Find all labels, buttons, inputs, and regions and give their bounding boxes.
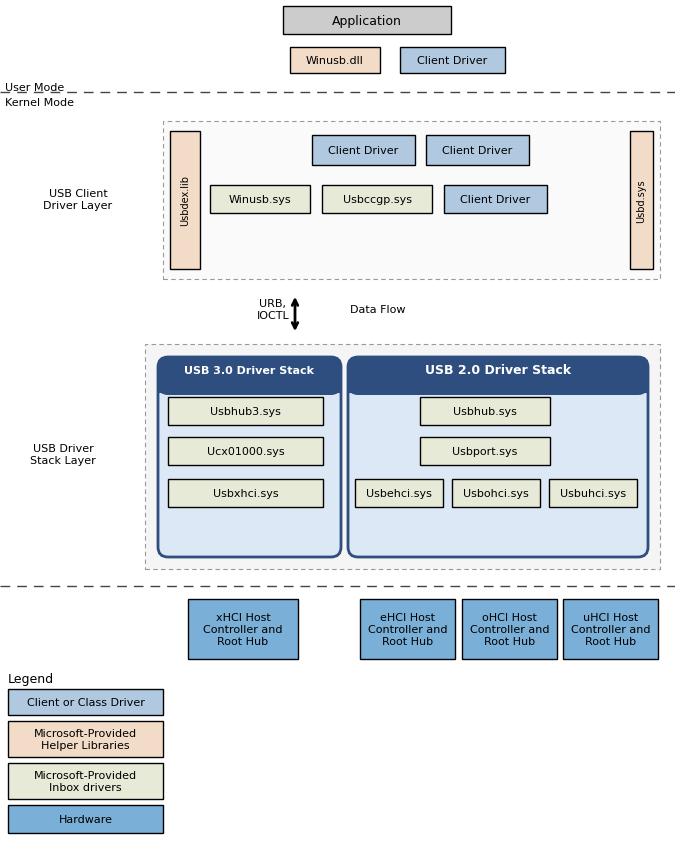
Bar (8, 763, 163, 799)
Text: Usbccgp.sys: Usbccgp.sys (342, 195, 412, 205)
Bar (158, 383, 341, 393)
FancyBboxPatch shape (348, 357, 648, 557)
FancyBboxPatch shape (158, 357, 341, 395)
Bar (8, 805, 163, 833)
Text: Microsoft-Provided
Helper Libraries: Microsoft-Provided Helper Libraries (34, 728, 137, 750)
Text: User Mode: User Mode (5, 83, 64, 93)
Bar (8, 722, 163, 757)
Text: USB 2.0 Driver Stack: USB 2.0 Driver Stack (425, 364, 571, 377)
Text: Legend: Legend (8, 672, 54, 685)
Text: Usbehci.sys: Usbehci.sys (366, 488, 432, 499)
Text: Usbuhci.sys: Usbuhci.sys (560, 488, 626, 499)
Text: Usbport.sys: Usbport.sys (452, 447, 518, 456)
Bar (290, 48, 380, 74)
Text: Usbd.sys: Usbd.sys (637, 179, 647, 222)
Text: Data Flow: Data Flow (350, 305, 406, 314)
Text: Hardware: Hardware (59, 814, 113, 824)
Text: USB Driver
Stack Layer: USB Driver Stack Layer (30, 443, 96, 465)
Text: Kernel Mode: Kernel Mode (5, 98, 74, 108)
Text: Client Driver: Client Driver (417, 56, 487, 66)
Bar (168, 480, 323, 507)
Text: Client Driver: Client Driver (328, 146, 399, 156)
Bar (355, 480, 443, 507)
Bar (145, 344, 660, 569)
Text: Client Driver: Client Driver (442, 146, 512, 156)
Text: oHCI Host
Controller and
Root Hub: oHCI Host Controller and Root Hub (470, 613, 549, 646)
Text: USB 3.0 Driver Stack: USB 3.0 Driver Stack (184, 366, 315, 375)
Bar (348, 383, 648, 393)
Text: Microsoft-Provided
Inbox drivers: Microsoft-Provided Inbox drivers (34, 771, 137, 792)
Bar (563, 599, 658, 660)
Text: eHCI Host
Controller and
Root Hub: eHCI Host Controller and Root Hub (368, 613, 448, 646)
FancyBboxPatch shape (158, 357, 341, 557)
Bar (168, 398, 323, 425)
Bar (312, 136, 415, 166)
Text: URB,
IOCTL: URB, IOCTL (256, 299, 290, 320)
Text: Client or Class Driver: Client or Class Driver (26, 697, 144, 707)
Text: uHCI Host
Controller and
Root Hub: uHCI Host Controller and Root Hub (571, 613, 650, 646)
Text: Winusb.sys: Winusb.sys (229, 195, 292, 205)
Bar (8, 689, 163, 715)
FancyBboxPatch shape (348, 357, 648, 395)
Bar (452, 480, 540, 507)
Text: Usbhub3.sys: Usbhub3.sys (210, 406, 281, 417)
Bar (420, 437, 550, 466)
Text: Usbohci.sys: Usbohci.sys (463, 488, 529, 499)
Bar (420, 398, 550, 425)
Bar (400, 48, 505, 74)
Bar (168, 437, 323, 466)
Text: Usbxhci.sys: Usbxhci.sys (213, 488, 278, 499)
Text: Application: Application (332, 15, 402, 28)
Bar (322, 186, 432, 214)
Bar (360, 599, 455, 660)
Bar (163, 122, 660, 280)
Text: USB Client
Driver Layer: USB Client Driver Layer (43, 189, 113, 211)
Bar (170, 132, 200, 269)
Bar (630, 132, 653, 269)
Text: Winusb.dll: Winusb.dll (306, 56, 364, 66)
Bar (549, 480, 637, 507)
Text: Usbhub.sys: Usbhub.sys (453, 406, 517, 417)
Text: Client Driver: Client Driver (460, 195, 531, 205)
Bar (462, 599, 557, 660)
Bar (444, 186, 547, 214)
Bar (210, 186, 310, 214)
Text: xHCI Host
Controller and
Root Hub: xHCI Host Controller and Root Hub (203, 613, 283, 646)
Bar (283, 7, 451, 35)
Bar (426, 136, 529, 166)
Text: Ucx01000.sys: Ucx01000.sys (207, 447, 284, 456)
Text: Usbdex.lib: Usbdex.lib (180, 176, 190, 226)
Bar (188, 599, 298, 660)
